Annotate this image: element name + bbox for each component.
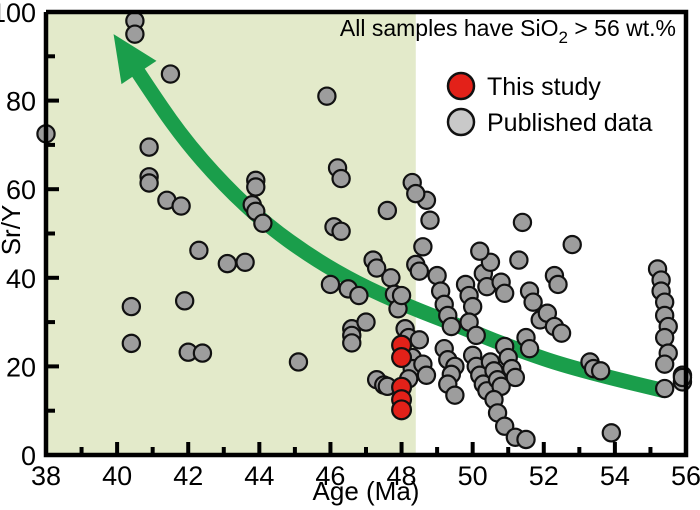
- data-point: [420, 210, 440, 230]
- axis-ticks: [46, 54, 653, 455]
- data-point: [445, 385, 465, 405]
- data-point: [174, 291, 195, 311]
- y-tick-label: 100: [0, 0, 36, 28]
- data-point: [349, 285, 369, 306]
- axis-frame: [43, 9, 689, 458]
- x-tick-label: 48: [387, 461, 417, 491]
- sio2-annotation-part1: All samples have SiO: [340, 15, 559, 41]
- data-point: [551, 323, 572, 343]
- x-tick-label: 50: [458, 461, 488, 491]
- published-data-points: [36, 11, 693, 450]
- shaded-region-group: [46, 12, 416, 455]
- data-point: [377, 200, 398, 221]
- plot-frame: [43, 9, 689, 458]
- x-tick-label: 46: [315, 461, 345, 491]
- x-axis-tick-labels: 38 40 42 44 46 48 50 52 54 56: [31, 461, 700, 491]
- data-point: [171, 196, 191, 216]
- y-tick-label: 40: [6, 264, 36, 294]
- data-point: [342, 333, 362, 353]
- data-point: [235, 252, 255, 272]
- x-tick-label: 38: [31, 461, 61, 491]
- data-point: [519, 338, 540, 359]
- data-point: [672, 367, 693, 388]
- x-axis-title: Age (Ma): [313, 476, 420, 506]
- x-tick-label: 56: [671, 461, 700, 491]
- data-point: [253, 213, 273, 234]
- data-point: [654, 327, 675, 348]
- data-point: [523, 292, 543, 312]
- data-point: [356, 312, 376, 332]
- data-point: [406, 183, 426, 204]
- legend-marker-published: [446, 107, 476, 137]
- data-point: [601, 423, 622, 443]
- data-point: [654, 378, 675, 399]
- data-point: [331, 168, 351, 189]
- data-point: [441, 316, 462, 337]
- y-axis-tick-labels: 0 20 40 60 80 100: [0, 0, 36, 471]
- data-point: [320, 274, 341, 295]
- data-point: [391, 347, 413, 369]
- data-point: [160, 64, 181, 84]
- data-point: [139, 137, 159, 157]
- data-point: [548, 274, 568, 295]
- sio2-annotation: All samples have SiO2 > 56 wt.%: [340, 15, 676, 47]
- x-tick-label: 54: [600, 461, 630, 491]
- data-point: [125, 24, 145, 44]
- y-tick-label: 80: [6, 87, 36, 117]
- trend-arrow-head: [113, 34, 157, 85]
- data-point: [391, 399, 413, 421]
- data-point: [121, 333, 142, 354]
- data-point: [505, 367, 526, 388]
- data-point: [381, 268, 401, 288]
- data-point: [317, 86, 337, 106]
- data-point: [366, 258, 387, 278]
- x-tick-label: 44: [244, 461, 274, 491]
- y-tick-label: 60: [6, 175, 36, 205]
- data-point: [391, 285, 412, 306]
- data-point: [427, 265, 447, 286]
- x-tick-label: 42: [173, 461, 203, 491]
- sio2-annotation-subscript: 2: [559, 28, 568, 47]
- data-point: [246, 177, 266, 197]
- data-point: [416, 365, 437, 385]
- data-point: [470, 241, 490, 261]
- data-point: [466, 325, 486, 346]
- y-axis-title: Sr/Y: [0, 205, 26, 256]
- data-point: [139, 173, 159, 193]
- data-point: [413, 237, 433, 257]
- data-point: [288, 352, 309, 372]
- y-tick-label: 20: [6, 352, 36, 382]
- x-tick-label: 52: [529, 461, 559, 491]
- legend-label-published: Published data: [487, 109, 653, 137]
- data-point: [409, 330, 430, 350]
- sio2-annotation-part2: > 56 wt.%: [568, 15, 676, 41]
- this-study-data-points: [391, 334, 413, 421]
- data-point: [590, 361, 611, 381]
- y-tick-label: 0: [21, 441, 36, 471]
- data-point: [516, 429, 536, 450]
- chart-legend: This study Published data: [446, 71, 653, 137]
- data-point: [654, 354, 675, 374]
- data-point: [512, 212, 533, 233]
- data-point: [409, 261, 430, 281]
- data-point: [189, 240, 209, 261]
- data-point: [331, 221, 351, 241]
- data-point: [192, 343, 213, 363]
- data-point: [494, 283, 515, 304]
- data-point: [562, 234, 582, 255]
- x-tick-label: 40: [102, 461, 132, 491]
- legend-marker-this-study: [446, 71, 476, 101]
- data-point: [462, 296, 483, 317]
- early-eocene-shading: [46, 12, 416, 455]
- data-point: [121, 296, 142, 317]
- data-point: [217, 253, 238, 274]
- legend-label-this-study: This study: [487, 73, 601, 101]
- data-point: [509, 250, 529, 270]
